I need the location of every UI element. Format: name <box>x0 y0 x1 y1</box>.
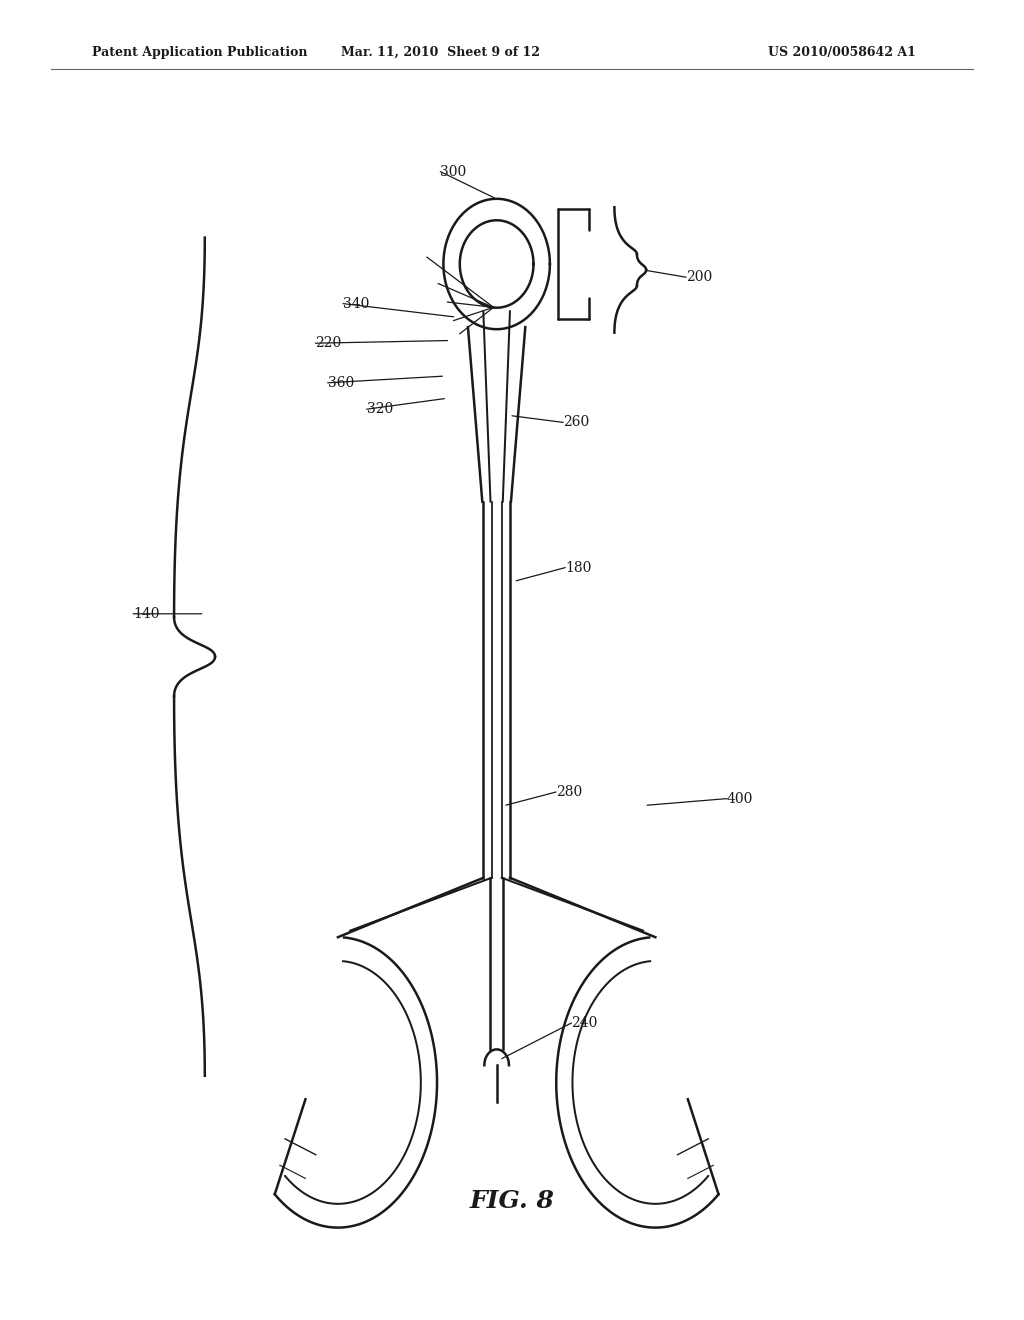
Text: 300: 300 <box>440 165 467 178</box>
Text: FIG. 8: FIG. 8 <box>470 1189 554 1213</box>
Text: Mar. 11, 2010  Sheet 9 of 12: Mar. 11, 2010 Sheet 9 of 12 <box>341 46 540 59</box>
Text: 320: 320 <box>367 403 393 416</box>
Text: Patent Application Publication: Patent Application Publication <box>92 46 307 59</box>
Text: 240: 240 <box>571 1016 598 1030</box>
Text: 180: 180 <box>565 561 592 574</box>
Text: 200: 200 <box>686 271 713 284</box>
Text: US 2010/0058642 A1: US 2010/0058642 A1 <box>768 46 915 59</box>
Text: 400: 400 <box>727 792 754 805</box>
Text: 220: 220 <box>315 337 342 350</box>
Text: 140: 140 <box>133 607 160 620</box>
Text: 360: 360 <box>328 376 354 389</box>
Text: 280: 280 <box>556 785 583 799</box>
Text: 340: 340 <box>343 297 370 310</box>
Text: 260: 260 <box>563 416 590 429</box>
